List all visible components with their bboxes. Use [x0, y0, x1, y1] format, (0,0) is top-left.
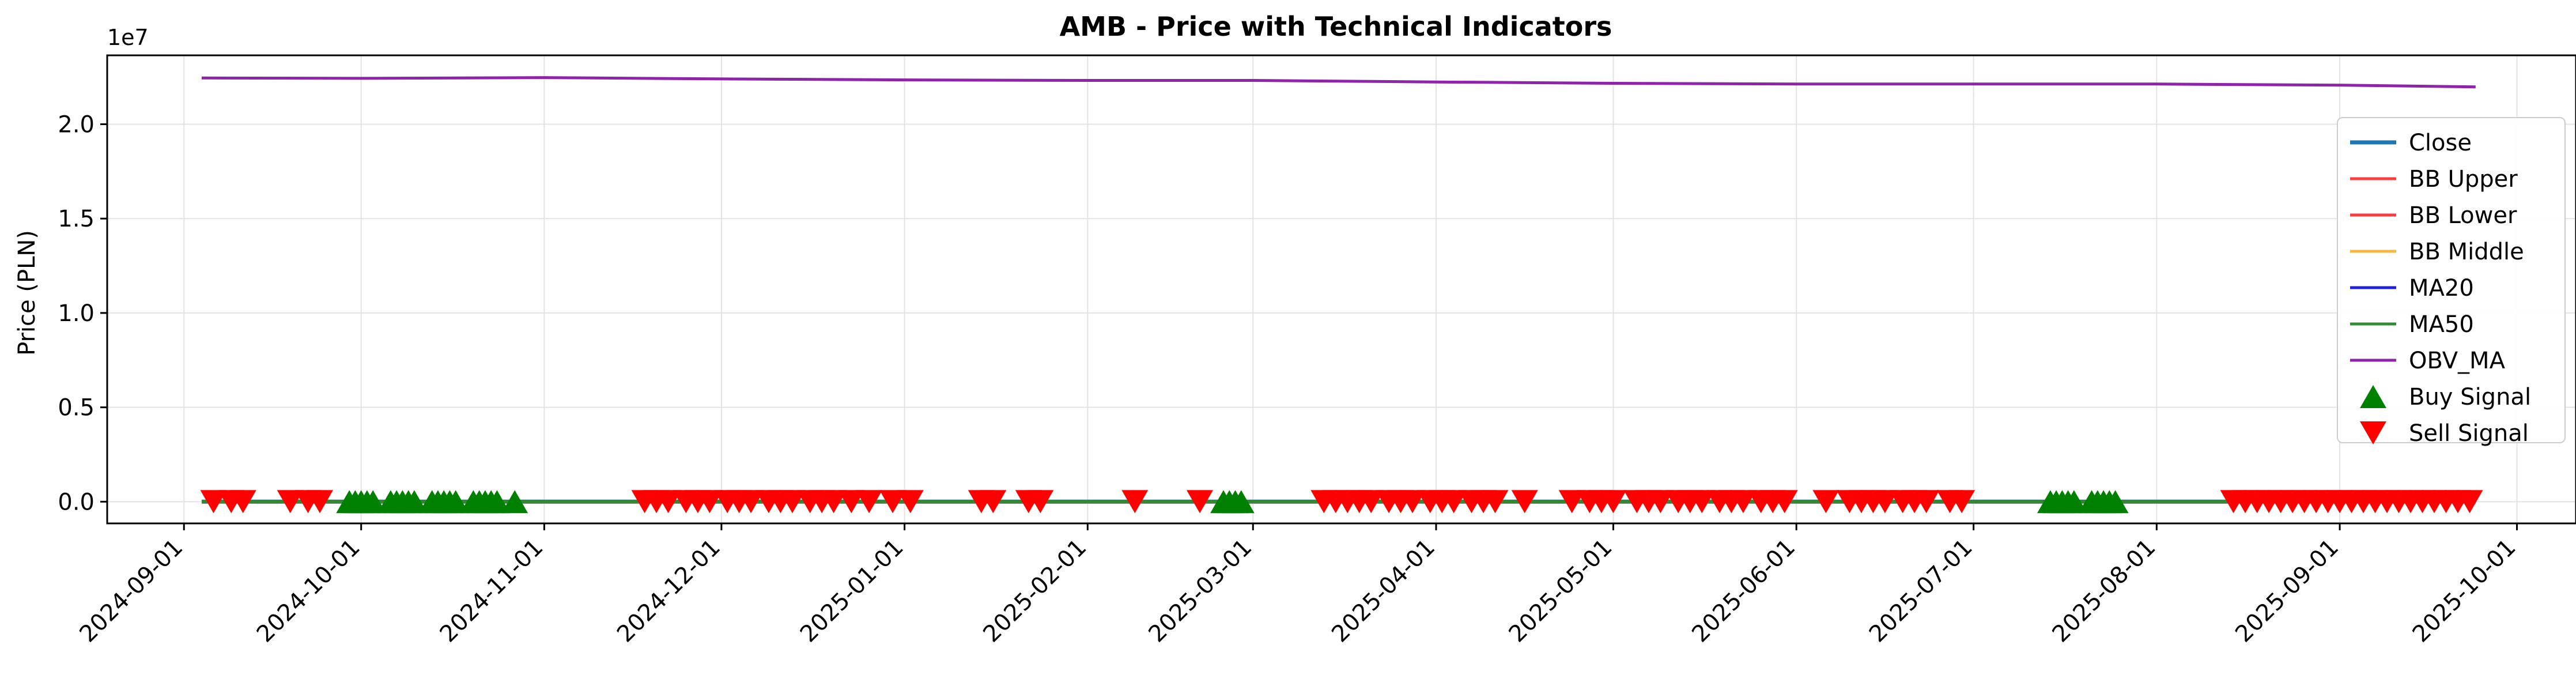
sell-signal-marker: [1558, 490, 1585, 514]
legend-label: Sell Signal: [2409, 420, 2529, 447]
sell-signal-marker: [1729, 490, 1757, 514]
sell-signal-marker: [1647, 490, 1674, 514]
legend-label: BB Lower: [2409, 202, 2517, 229]
legend-label: BB Middle: [2409, 239, 2524, 265]
buy-signal-marker: [2060, 490, 2087, 514]
buy-signal-marker: [484, 490, 511, 514]
buy-signal-marker: [360, 490, 387, 514]
buy-signal-marker: [401, 490, 428, 514]
buy-signal-marker: [2102, 490, 2129, 514]
sell-signal-marker: [980, 490, 1007, 514]
sell-signal-marker: [1027, 490, 1054, 514]
legend-label: BB Upper: [2409, 166, 2518, 193]
sell-signal-marker: [1871, 490, 1898, 514]
sell-signal-marker: [1689, 490, 1716, 514]
legend-label: MA20: [2409, 275, 2474, 301]
sell-signal-marker: [1600, 490, 1627, 514]
plot-frame: [106, 54, 2576, 525]
sell-signal-marker: [820, 490, 847, 514]
chart-title: AMB - Price with Technical Indicators: [1060, 11, 1612, 42]
sell-signal-marker: [1440, 490, 1467, 514]
sell-signal-marker: [1187, 490, 1213, 514]
sell-signal-marker: [277, 490, 304, 514]
marker-layer: [200, 490, 2483, 514]
legend-swatch: [2360, 421, 2386, 444]
sell-signal-marker: [1948, 490, 1976, 514]
buy-signal-marker: [1227, 490, 1255, 514]
sell-signal-marker: [738, 490, 765, 514]
sell-signal-marker: [879, 490, 906, 514]
sell-signal-marker: [229, 490, 256, 514]
sell-signal-marker: [655, 490, 682, 514]
y-tick-label: 2.0: [58, 112, 95, 138]
series-line-obv-ma: [201, 76, 2476, 89]
sell-signal-marker: [200, 490, 227, 514]
y-tick-label: 1.0: [58, 300, 95, 327]
sell-signal-marker: [1913, 490, 1940, 514]
y-axis-label: Price (PLN): [14, 230, 40, 356]
sell-signal-marker: [696, 490, 723, 514]
legend-label: Close: [2409, 130, 2472, 156]
sell-signal-marker: [897, 490, 924, 514]
legend-label: OBV_MA: [2409, 348, 2506, 374]
sell-signal-marker: [1399, 490, 1426, 514]
y-axis-offset-label: 1e7: [107, 25, 149, 50]
legend-swatch: [2360, 385, 2386, 408]
buy-signal-marker: [501, 490, 528, 514]
y-tick-label: 0.5: [58, 395, 95, 421]
sell-signal-marker: [1812, 490, 1840, 514]
legend-label: MA50: [2409, 311, 2474, 338]
sell-signal-marker: [1121, 490, 1149, 514]
legend-label: Buy Signal: [2409, 384, 2531, 410]
sell-signal-marker: [2456, 490, 2483, 514]
sell-signal-marker: [1771, 490, 1798, 514]
sell-signal-marker: [307, 490, 333, 514]
legend: Close BB Upper BB Lower BB Middle MA20 MA50 OB…: [2337, 117, 2566, 447]
sell-signal-marker: [1511, 490, 1538, 514]
buy-signal-marker: [442, 490, 469, 514]
sell-signal-marker: [1482, 490, 1509, 514]
sell-signal-marker: [1358, 490, 1385, 514]
sell-signal-marker: [779, 490, 806, 514]
y-tick-label: 1.5: [58, 206, 95, 232]
sell-signal-marker: [856, 490, 883, 514]
sell-signal-marker: [838, 490, 865, 514]
y-tick-label: 0.0: [58, 489, 95, 515]
